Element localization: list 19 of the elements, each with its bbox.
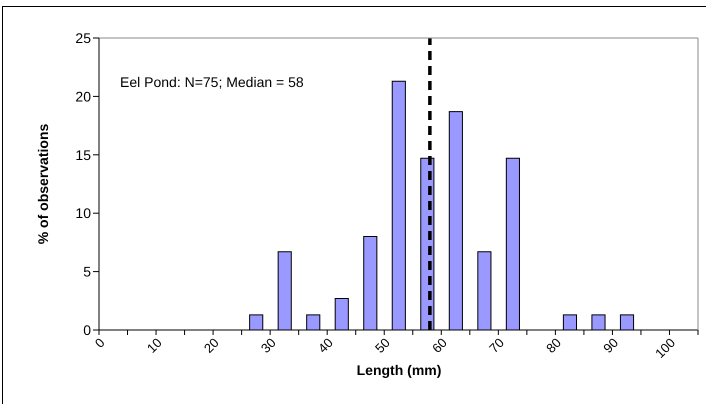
annotation: Eel Pond: N=75; Median = 58 [120, 74, 304, 90]
y-tick-label: 10 [75, 205, 92, 222]
x-tick-label: 30 [258, 335, 279, 356]
x-tick-label: 90 [600, 335, 622, 356]
y-tick-label: 0 [83, 322, 92, 338]
x-tick-label: 80 [543, 335, 564, 356]
x-tick-label: 40 [315, 335, 336, 356]
x-tick-label: 60 [429, 335, 450, 356]
y-tick-label: 25 [75, 30, 92, 46]
y-tick-label: 20 [75, 88, 92, 104]
y-axis-title: % of observations [34, 124, 51, 244]
x-tick-label: 50 [372, 335, 393, 356]
x-axis-title: Length (mm) [356, 362, 442, 378]
x-tick-label: 20 [200, 335, 222, 356]
y-tick-label: 5 [83, 264, 92, 280]
x-tick-label: 100 [652, 335, 678, 361]
x-tick-label: 10 [144, 335, 165, 356]
x-tick-label: 70 [486, 335, 507, 356]
y-tick-label: 15 [75, 146, 92, 163]
